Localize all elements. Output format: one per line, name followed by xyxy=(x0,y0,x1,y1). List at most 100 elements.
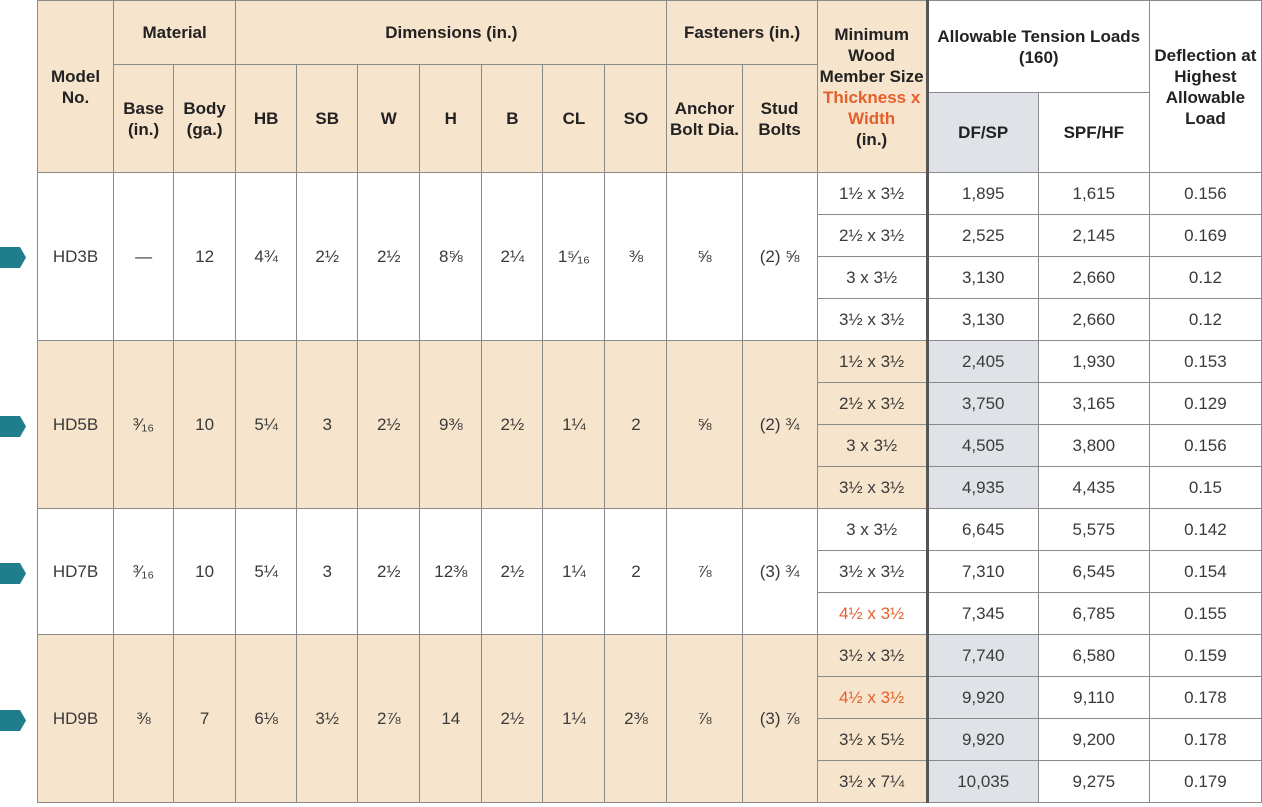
spf-hf-load-cell: 5,575 xyxy=(1037,508,1150,551)
stud-bolts-cell: (3) ⅞ xyxy=(741,634,818,803)
dimension-cell: 14 xyxy=(419,634,483,803)
dimension-cell: 2⅜ xyxy=(604,634,668,803)
deflection-cell: 0.154 xyxy=(1148,550,1262,593)
table-body: HD3B —12 4¾ 2½ 2½ 8⅝ 2¼ 1⁵⁄₁₆ ⅜ ⅝ (2) ⅝ 1½ x 3½ 1,89… xyxy=(36,172,1262,803)
header-w: W xyxy=(357,64,421,173)
df-sp-load-cell: 4,935 xyxy=(925,466,1039,509)
row-marker-icon xyxy=(0,415,26,437)
spf-hf-load-cell: 2,660 xyxy=(1037,298,1150,341)
spf-hf-load-cell: 3,800 xyxy=(1037,424,1150,467)
table-row: 3½ x 5½ 9,920 9,200 0.178 xyxy=(38,718,1262,761)
header-body: Body (ga.) xyxy=(173,64,237,173)
header-dimensions: Dimensions (in.) xyxy=(235,0,668,65)
header-sb: SB xyxy=(296,64,359,173)
header-min-wood-label: Minimum Wood Member Size xyxy=(819,24,924,86)
anchor-bolt-cell: ⅞ xyxy=(666,634,743,803)
dimension-cell: 5¼ xyxy=(235,508,298,635)
deflection-cell: 0.159 xyxy=(1148,634,1262,677)
deflection-cell: 0.142 xyxy=(1148,508,1262,551)
table-row: HD5B ³⁄₁₆ 10 5¼ 3 2½ 9⅜ 2½ 1¼ 2 ⅝ (2) ¾ 1½ x 3½ 2,405… xyxy=(36,340,1262,509)
dimension-cell: 2½ xyxy=(357,172,421,341)
wood-size-cell: 3½ x 5½ xyxy=(816,718,928,761)
header-min-wood-unit: (in.) xyxy=(856,129,888,149)
dimension-cell: 1¼ xyxy=(542,508,606,635)
header-model: Model No. xyxy=(36,0,115,173)
model-cell: HD9B xyxy=(36,634,115,803)
body-cell: 12 xyxy=(173,172,237,341)
df-sp-load-cell: 1,895 xyxy=(925,172,1039,215)
table-row: 3½ x 7¼ 10,035 9,275 0.179 xyxy=(38,760,1262,803)
table-row: 2½ x 3½ 3,750 3,165 0.129 xyxy=(38,382,1262,425)
table-row: 4½ x 3½ 9,920 9,110 0.178 xyxy=(38,676,1262,719)
base-cell: ³⁄₁₆ xyxy=(113,340,175,509)
table-row: 3½ x 3½ 4,935 4,435 0.15 xyxy=(38,466,1262,509)
model-cell: HD5B xyxy=(36,340,115,509)
wood-size-cell: 1½ x 3½ xyxy=(816,340,928,383)
wood-size-cell: 3½ x 7¼ xyxy=(816,760,928,803)
dimension-cell: 2½ xyxy=(481,340,544,509)
header-cl: CL xyxy=(542,64,606,173)
table-row: 3 x 3½ 4,505 3,800 0.156 xyxy=(38,424,1262,467)
spf-hf-load-cell: 6,545 xyxy=(1037,550,1150,593)
body-cell: 7 xyxy=(173,634,237,803)
row-marker-column xyxy=(0,0,36,807)
table-row: 3½ x 3½ 3,130 2,660 0.12 xyxy=(38,298,1262,341)
dimension-cell: 3 xyxy=(296,340,359,509)
spf-hf-load-cell: 3,165 xyxy=(1037,382,1150,425)
header-deflection: Deflection at Highest Allowable Load xyxy=(1148,0,1262,173)
stud-bolts-cell: (2) ¾ xyxy=(741,340,818,509)
dimension-cell: 2½ xyxy=(481,508,544,635)
dimension-cell: 1¼ xyxy=(542,634,606,803)
header-b: B xyxy=(481,64,544,173)
wood-size-cell: 3½ x 3½ xyxy=(816,466,928,509)
spf-hf-load-cell: 9,110 xyxy=(1037,676,1150,719)
wood-size-cell: 4½ x 3½ xyxy=(816,676,928,719)
wood-size-cell: 3½ x 3½ xyxy=(816,634,928,677)
df-sp-load-cell: 10,035 xyxy=(925,760,1039,803)
body-cell: 10 xyxy=(173,340,237,509)
df-sp-load-cell: 3,130 xyxy=(925,256,1039,299)
header-h: H xyxy=(419,64,483,173)
header-min-wood-thickness: Thickness x Width xyxy=(822,87,921,128)
header-stud-bolts: Stud Bolts xyxy=(741,64,818,173)
dimension-cell: 4¾ xyxy=(235,172,298,341)
table-row: 3 x 3½ 3,130 2,660 0.12 xyxy=(38,256,1262,299)
dimension-cell: 2½ xyxy=(357,508,421,635)
wood-size-cell: 4½ x 3½ xyxy=(816,592,928,635)
dimension-cell: 8⅝ xyxy=(419,172,483,341)
table-row: HD9B ⅜ 7 6⅛ 3½ 2⅞ 14 2½ 1¼ 2⅜ ⅞ (3) ⅞ 3½ x 3½ 7,740 6,… xyxy=(36,634,1262,803)
deflection-cell: 0.155 xyxy=(1148,592,1262,635)
deflection-cell: 0.12 xyxy=(1148,256,1262,299)
header-anchor-bolt: Anchor Bolt Dia. xyxy=(666,64,743,173)
base-cell: ⅜ xyxy=(113,634,175,803)
deflection-cell: 0.178 xyxy=(1148,718,1262,761)
df-sp-load-cell: 4,505 xyxy=(925,424,1039,467)
header-dfsp: DF/SP xyxy=(925,92,1039,173)
dimension-cell: 5¼ xyxy=(235,340,298,509)
spf-hf-load-cell: 2,145 xyxy=(1037,214,1150,257)
wood-size-cell: 3 x 3½ xyxy=(816,508,928,551)
base-cell: ³⁄₁₆ xyxy=(113,508,175,635)
wood-size-cell: 1½ x 3½ xyxy=(816,172,928,215)
deflection-cell: 0.156 xyxy=(1148,424,1262,467)
wood-size-cell: 3½ x 3½ xyxy=(816,298,928,341)
row-marker-icon xyxy=(0,247,26,269)
wood-size-cell: 3½ x 3½ xyxy=(816,550,928,593)
dimension-cell: 2 xyxy=(604,508,668,635)
df-sp-load-cell: 3,750 xyxy=(925,382,1039,425)
dimension-cell: ⅜ xyxy=(604,172,668,341)
dimension-cell: 1⁵⁄₁₆ xyxy=(542,172,606,341)
spf-hf-load-cell: 9,200 xyxy=(1037,718,1150,761)
stud-bolts-cell: (2) ⅝ xyxy=(741,172,818,341)
table-row: 4½ x 3½ 7,345 6,785 0.155 xyxy=(38,592,1262,635)
base-cell: — xyxy=(113,172,175,341)
anchor-bolt-cell: ⅝ xyxy=(666,340,743,509)
wood-size-cell: 3 x 3½ xyxy=(816,424,928,467)
anchor-bolt-cell: ⅝ xyxy=(666,172,743,341)
model-cell: HD3B xyxy=(36,172,115,341)
df-sp-load-cell: 7,310 xyxy=(925,550,1039,593)
dimension-cell: 12⅜ xyxy=(419,508,483,635)
df-sp-load-cell: 2,525 xyxy=(925,214,1039,257)
deflection-cell: 0.129 xyxy=(1148,382,1262,425)
anchor-bolt-cell: ⅞ xyxy=(666,508,743,635)
